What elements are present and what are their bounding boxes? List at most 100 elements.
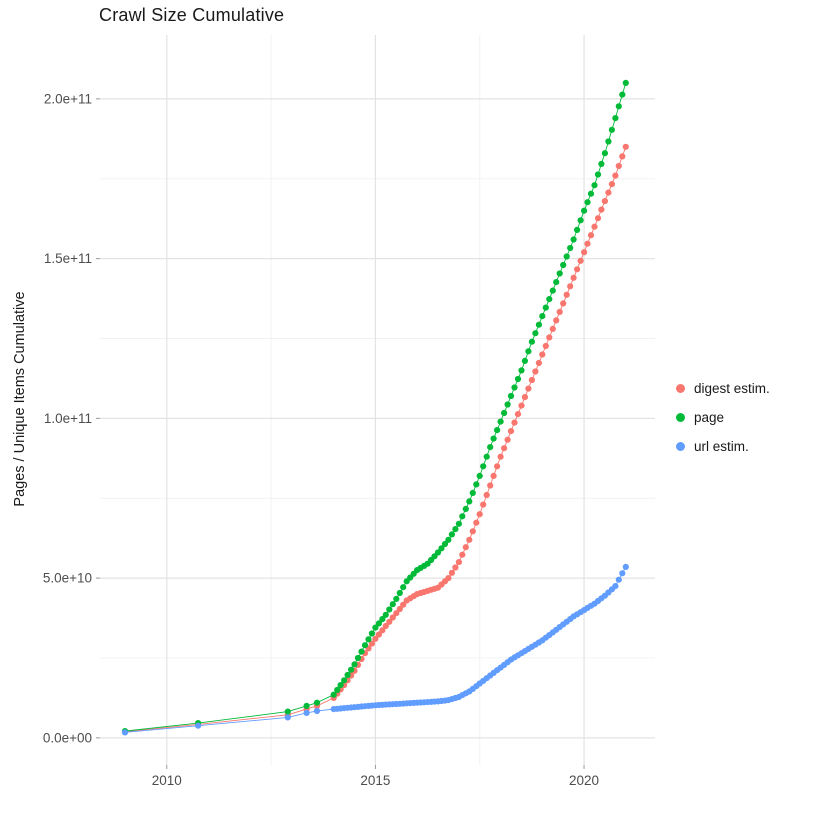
- data-point: [334, 686, 341, 694]
- data-point: [553, 279, 560, 286]
- data-point: [539, 313, 546, 320]
- data-point: [195, 722, 202, 729]
- data-point: [400, 584, 407, 591]
- x-tick-label: 2015: [360, 773, 390, 788]
- data-point: [612, 172, 619, 179]
- data-point: [389, 601, 396, 608]
- data-point: [615, 576, 622, 583]
- data-point: [591, 223, 598, 230]
- chart-title: Crawl Size Cumulative: [99, 5, 285, 25]
- data-point: [507, 428, 515, 435]
- data-point: [473, 481, 480, 488]
- data-point: [601, 198, 609, 205]
- data-point: [393, 610, 400, 617]
- data-point: [487, 482, 494, 489]
- legend: digest estim. page url estim.: [676, 381, 770, 454]
- data-point: [348, 666, 355, 673]
- legend-label-url-estim: url estim.: [694, 439, 749, 454]
- data-point: [365, 636, 372, 643]
- data-point: [501, 409, 508, 417]
- data-point: [532, 368, 539, 375]
- data-point: [462, 544, 469, 551]
- legend-label-digest-estim: digest estim.: [694, 381, 770, 396]
- data-point: [396, 605, 403, 613]
- data-point: [368, 630, 375, 637]
- data-point: [574, 266, 581, 273]
- data-point: [570, 236, 577, 243]
- data-point: [605, 138, 612, 145]
- data-point: [494, 463, 501, 470]
- data-point: [284, 714, 291, 721]
- data-point: [535, 321, 543, 328]
- legend-item-page: page: [676, 410, 770, 425]
- data-point: [549, 325, 556, 332]
- data-point: [473, 519, 480, 526]
- data-point: [476, 472, 483, 479]
- data-point: [445, 575, 452, 582]
- data-point: [528, 338, 536, 345]
- data-point: [532, 330, 539, 337]
- data-point: [379, 616, 386, 623]
- data-point: [539, 351, 546, 358]
- data-point: [581, 207, 588, 214]
- data-point: [354, 654, 362, 662]
- data-point: [466, 536, 473, 543]
- data-point: [525, 385, 532, 392]
- x-tick-label: 2020: [569, 773, 599, 788]
- data-point: [615, 103, 622, 110]
- data-point: [581, 249, 588, 256]
- data-point: [542, 304, 549, 311]
- data-point: [382, 622, 389, 630]
- data-point: [587, 232, 595, 239]
- data-point: [598, 160, 605, 167]
- data-point: [560, 261, 567, 269]
- data-point: [303, 709, 310, 717]
- data-point: [400, 601, 407, 608]
- data-point: [375, 631, 382, 638]
- data-point: [480, 463, 487, 470]
- data-point: [608, 126, 616, 133]
- data-point: [344, 671, 351, 679]
- legend-item-digest: digest estim.: [676, 381, 770, 396]
- data-point: [284, 708, 291, 715]
- data-point: [476, 511, 483, 518]
- data-point: [469, 528, 476, 535]
- data-point: [386, 606, 393, 613]
- data-point: [563, 291, 570, 298]
- data-point: [382, 611, 389, 618]
- data-point: [459, 513, 466, 520]
- legend-item-url: url estim.: [676, 439, 770, 454]
- data-point: [563, 253, 570, 260]
- data-point: [487, 444, 494, 451]
- data-point: [608, 181, 616, 188]
- data-point: [546, 334, 553, 341]
- data-point: [518, 402, 525, 409]
- data-point: [372, 624, 379, 631]
- data-point: [584, 199, 591, 206]
- y-tick-label: 0.0e+00: [43, 730, 92, 745]
- data-point: [483, 453, 490, 460]
- data-point: [358, 648, 365, 655]
- data-point: [577, 217, 584, 224]
- data-point: [372, 635, 379, 642]
- data-point: [556, 308, 563, 315]
- data-point: [448, 569, 455, 576]
- data-point: [441, 540, 449, 548]
- y-tick-label: 1.0e+11: [44, 411, 92, 426]
- data-point: [546, 296, 553, 303]
- data-point: [504, 401, 511, 408]
- data-point: [452, 564, 459, 571]
- data-point: [619, 153, 626, 160]
- data-point: [511, 419, 518, 426]
- data-point: [368, 640, 375, 647]
- data-point: [560, 300, 567, 307]
- data-point: [518, 367, 525, 374]
- data-point: [434, 549, 442, 556]
- data-point: [452, 526, 459, 533]
- legend-dot-page: [676, 413, 685, 422]
- data-point: [438, 545, 445, 552]
- data-point: [445, 536, 452, 543]
- data-point: [601, 150, 609, 157]
- data-point: [605, 189, 612, 196]
- data-point: [490, 472, 497, 479]
